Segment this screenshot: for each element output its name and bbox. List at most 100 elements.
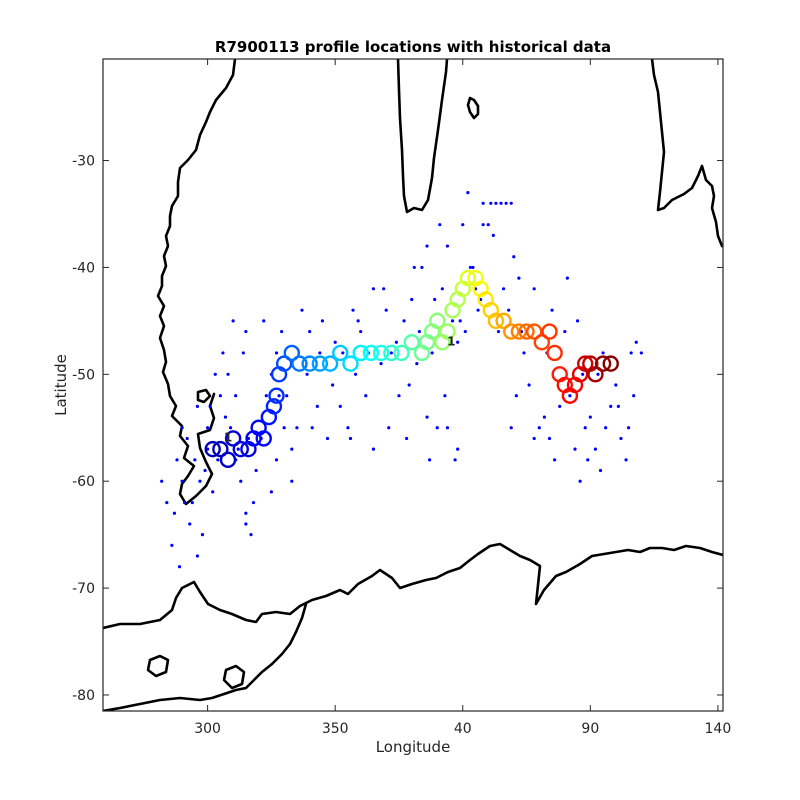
historical-point xyxy=(195,554,200,558)
x-axis-ticks: 300 350 40 90 140 xyxy=(194,59,731,737)
float-profiles xyxy=(204,269,619,469)
historical-point xyxy=(193,458,197,462)
historical-point xyxy=(489,201,493,205)
historical-point xyxy=(244,511,248,515)
coastline-madagascar xyxy=(466,96,480,120)
historical-point xyxy=(338,404,342,408)
map-title: R7900113 profile locations with historic… xyxy=(215,38,611,56)
historical-point xyxy=(588,415,592,419)
historical-point xyxy=(315,404,319,408)
historical-point xyxy=(387,426,391,430)
historical-point xyxy=(290,447,294,451)
historical-point xyxy=(285,394,289,398)
coastline xyxy=(103,59,723,711)
historical-point xyxy=(200,533,205,537)
historical-point xyxy=(300,308,304,312)
historical-point xyxy=(389,351,393,355)
float-profile-point xyxy=(265,398,283,415)
historical-point xyxy=(244,522,248,526)
float-profile-point xyxy=(372,344,390,362)
coastline-south-america xyxy=(156,59,237,506)
historical-point xyxy=(249,533,253,537)
historical-point xyxy=(565,276,569,280)
historical-point xyxy=(593,447,598,451)
float-profile-point xyxy=(232,440,249,458)
profile-label: 1 xyxy=(447,334,455,348)
historical-point xyxy=(553,458,557,462)
historical-point xyxy=(433,297,437,302)
float-profile-point xyxy=(224,430,242,447)
historical-point xyxy=(195,404,200,408)
historical-point xyxy=(517,276,521,280)
historical-point xyxy=(384,308,388,312)
float-profile-point xyxy=(255,430,272,447)
float-profile-point xyxy=(525,323,543,340)
float-profile-point xyxy=(219,451,237,469)
historical-point xyxy=(575,319,580,323)
profile-label: 1 xyxy=(224,431,232,445)
historical-point xyxy=(568,394,572,398)
historical-point xyxy=(458,319,462,323)
historical-point xyxy=(440,287,444,291)
historical-point xyxy=(310,426,314,430)
historical-point xyxy=(598,468,603,473)
historical-point xyxy=(216,458,220,462)
historical-point xyxy=(586,458,590,462)
historical-point xyxy=(573,447,577,451)
historical-point xyxy=(402,319,406,323)
x-tick-label: 350 xyxy=(322,721,349,737)
float-profile-point xyxy=(342,355,359,372)
historical-point xyxy=(486,223,490,227)
historical-point xyxy=(626,426,631,430)
historical-point xyxy=(445,426,450,430)
historical-point xyxy=(325,436,330,441)
historical-point xyxy=(450,319,455,323)
historical-point xyxy=(379,362,383,366)
historical-point xyxy=(353,372,358,376)
historical-point xyxy=(190,500,194,505)
y-tick-label: -70 xyxy=(72,581,95,597)
historical-point xyxy=(364,394,368,398)
historical-point xyxy=(507,308,511,312)
historical-point xyxy=(425,244,429,248)
historical-point xyxy=(596,372,600,376)
float-profile-point xyxy=(541,323,558,340)
historical-point xyxy=(443,394,447,398)
float-profile-point xyxy=(204,440,221,458)
historical-point xyxy=(188,522,192,526)
float-profile-point xyxy=(403,334,420,351)
historical-point xyxy=(639,351,643,355)
historical-point xyxy=(160,479,164,483)
float-profile-point xyxy=(487,312,505,330)
x-axis-label: Longitude xyxy=(376,738,451,756)
historical-point xyxy=(180,479,184,483)
historical-point xyxy=(410,297,414,302)
historical-point xyxy=(471,265,475,270)
historical-point xyxy=(282,426,286,430)
float-profile-point xyxy=(587,366,604,383)
historical-point xyxy=(581,372,585,376)
coastline-asia xyxy=(650,59,723,248)
float-profile-point xyxy=(533,334,551,351)
float-profile-point xyxy=(291,355,308,372)
historical-point xyxy=(305,372,309,376)
historical-point xyxy=(494,201,498,205)
float-profile-point xyxy=(275,355,293,372)
historical-point xyxy=(407,383,411,387)
historical-point xyxy=(435,426,439,430)
x-tick-label: 40 xyxy=(454,721,472,737)
historical-point xyxy=(175,458,179,462)
historical-point xyxy=(221,351,225,355)
historical-point xyxy=(583,426,587,430)
historical-point xyxy=(456,447,460,451)
historical-point xyxy=(532,436,536,441)
historical-point xyxy=(213,372,217,376)
historical-point xyxy=(280,329,284,334)
historical-point xyxy=(356,319,360,323)
x-tick-label: 140 xyxy=(705,721,732,737)
float-profile-point xyxy=(594,355,612,372)
historical-point xyxy=(463,329,467,334)
historical-point xyxy=(351,308,355,312)
coastline-africa xyxy=(396,59,449,214)
historical-point xyxy=(619,436,623,441)
